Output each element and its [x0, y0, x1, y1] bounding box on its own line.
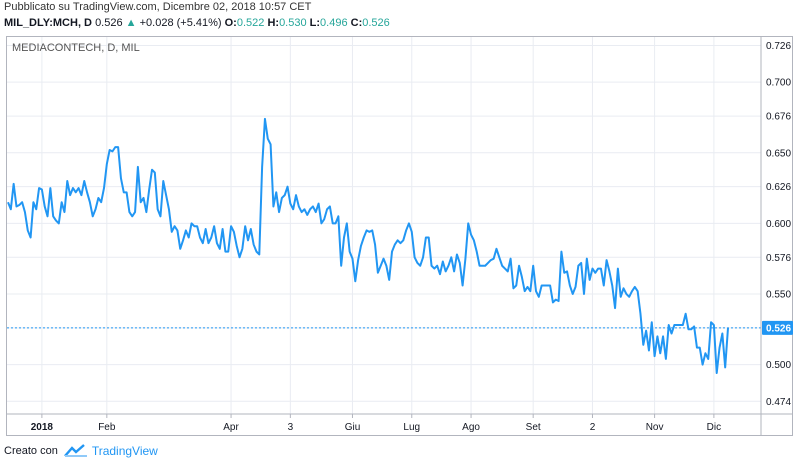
y-tick-label: 0.626 [766, 182, 791, 193]
y-tick-label: 0.474 [766, 397, 791, 408]
tradingview-logo-icon [63, 444, 87, 457]
time-axis[interactable]: 2018 Feb Apr 3 Giu Lug Ago Set 2 Nov Dic [7, 413, 792, 433]
open-label: O: [224, 17, 237, 29]
price-series-line[interactable] [7, 117, 729, 375]
x-tick-label: 3 [288, 422, 294, 433]
published-caption: Pubblicato su TradingView.com, Dicembre … [4, 1, 312, 13]
x-tick-label: Dic [707, 422, 721, 433]
x-tick-label: Apr [223, 422, 239, 433]
high-value: 0.530 [279, 17, 307, 29]
chart-grid [7, 37, 761, 414]
symbol-info-bar: MIL_DLY:MCH, D 0.526 ▲ +0.028 (+5.41%) O… [4, 17, 390, 29]
tradingview-brand[interactable]: TradingView [91, 444, 158, 458]
y-tick-label: 0.500 [766, 360, 791, 371]
y-tick-label: 0.676 [766, 112, 791, 123]
chart-frame[interactable] [6, 36, 793, 436]
y-tick-label: 0.700 [766, 78, 791, 89]
low-label: L: [309, 17, 321, 29]
close-label: C: [350, 17, 363, 29]
price-change: +0.028 (+5.41%) [139, 17, 222, 29]
last-price: 0.526 [95, 17, 123, 29]
x-tick-label: Lug [403, 422, 420, 433]
last-price-badge-label: 0.526 [766, 323, 791, 334]
y-tick-label: 0.600 [766, 219, 791, 230]
low-value: 0.496 [320, 17, 348, 29]
y-tick-label: 0.650 [766, 148, 791, 159]
y-tick-label: 0.726 [766, 41, 791, 52]
footer-credit: Creato con TradingView [4, 444, 158, 458]
high-label: H: [267, 17, 280, 29]
y-tick-label: 0.550 [766, 289, 791, 300]
last-price-badge [762, 320, 793, 335]
created-with-label: Creato con [4, 445, 58, 457]
close-value: 0.526 [362, 17, 390, 29]
x-tick-label: Ago [462, 422, 480, 433]
up-arrow-icon: ▲ [125, 17, 137, 29]
x-tick-label: 2 [590, 422, 596, 433]
x-tick-label: Nov [646, 422, 664, 433]
x-tick-label: 2018 [31, 422, 54, 433]
x-tick-label: Giu [345, 422, 361, 433]
x-tick-label: Feb [98, 422, 116, 433]
chart-legend: MEDIACONTECH, D, MIL [12, 42, 140, 54]
x-tick-label: Set [526, 422, 541, 433]
open-value: 0.522 [236, 17, 265, 29]
symbol-label[interactable]: MIL_DLY:MCH, D [4, 17, 92, 29]
price-axis[interactable]: 0.474 0.500 0.550 0.576 0.600 0.626 0.650 0.676… [760, 37, 791, 435]
y-tick-label: 0.576 [766, 253, 791, 264]
